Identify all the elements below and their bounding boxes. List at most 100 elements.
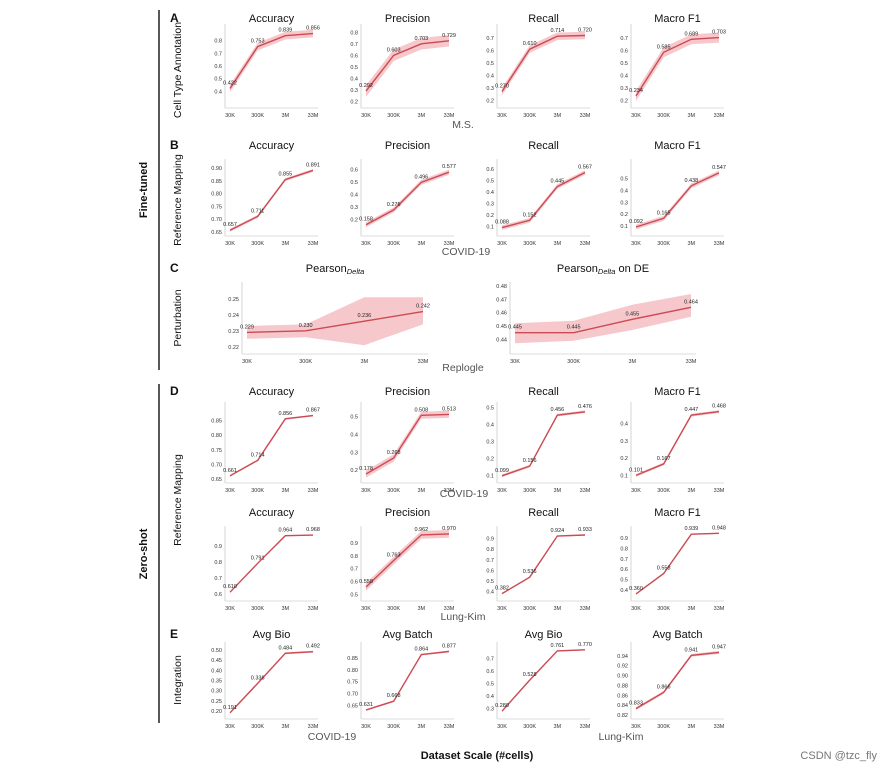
data-label: 0.866 — [657, 684, 671, 690]
x-tick-label: 30K — [497, 606, 507, 612]
y-tick-label: 0.1 — [620, 224, 628, 230]
y-tick-label: 0.45 — [496, 324, 507, 330]
row-label: Cell Type Annotation — [172, 22, 184, 118]
confidence-band — [366, 169, 449, 228]
confidence-band — [636, 650, 719, 711]
data-label: 0.631 — [359, 702, 373, 708]
data-label: 0.855 — [278, 172, 292, 178]
y-tick-label: 0.4 — [486, 190, 494, 196]
chart-title: Precision — [385, 386, 430, 398]
dataset-label: Replogle — [442, 362, 484, 374]
y-tick-label: 0.5 — [620, 61, 628, 67]
x-tick-label: 300K — [657, 724, 670, 730]
y-tick-label: 0.1 — [620, 474, 628, 480]
y-tick-label: 0.4 — [486, 590, 494, 596]
x-tick-label: 300K — [251, 488, 264, 494]
data-label: 0.856 — [278, 411, 292, 417]
x-tick-label: 300K — [657, 113, 670, 119]
x-tick-label: 30K — [631, 724, 641, 730]
data-label: 0.242 — [416, 304, 430, 310]
data-label: 0.714 — [550, 28, 564, 34]
y-tick-label: 0.6 — [350, 580, 358, 586]
y-tick-label: 0.4 — [486, 73, 494, 79]
series-line — [246, 310, 424, 334]
y-tick-label: 0.75 — [347, 680, 358, 686]
chart-panel-17: 0.4 0.5 0.6 0.7 0.8 0.9 30K 300K 3M 33M 0.360 0.558… — [620, 507, 726, 612]
x-tick-label: 3M — [554, 241, 562, 247]
x-tick-label: 33M — [444, 724, 455, 730]
y-tick-label: 0.6 — [214, 64, 222, 70]
data-label: 0.610 — [523, 41, 537, 47]
data-label: 0.729 — [442, 33, 456, 39]
y-tick-label: 0.6 — [486, 669, 494, 675]
x-tick-label: 300K — [387, 113, 400, 119]
y-tick-label: 0.5 — [486, 178, 494, 184]
x-tick-label: 30K — [225, 113, 235, 119]
data-label: 0.703 — [414, 36, 428, 42]
data-label: 0.964 — [278, 528, 292, 534]
data-label: 0.270 — [495, 84, 509, 90]
data-label: 0.577 — [442, 164, 456, 170]
x-tick-label: 30K — [242, 359, 252, 365]
y-tick-label: 0.25 — [211, 699, 222, 705]
y-tick-label: 0.2 — [486, 98, 494, 104]
x-tick-label: 3M — [282, 241, 290, 247]
x-tick-label: 30K — [497, 488, 507, 494]
chart-panel-16: 0.4 0.5 0.6 0.7 0.8 0.9 30K 300K 3M 33M 0.382 0.536… — [486, 507, 592, 612]
y-tick-label: 0.23 — [228, 329, 239, 335]
y-tick-label: 0.7 — [486, 36, 494, 42]
group-label-zero-shot: Zero-shot — [138, 528, 150, 579]
y-tick-label: 0.4 — [214, 89, 222, 95]
chart-panel-1: 0.2 0.3 0.4 0.5 0.6 0.7 0.8 30K 300K 3M 33M 0.292 0.… — [350, 13, 456, 119]
y-tick-label: 0.7 — [214, 576, 222, 582]
x-tick-label: 300K — [387, 724, 400, 730]
x-tick-label: 300K — [523, 606, 536, 612]
x-tick-label: 33M — [580, 241, 591, 247]
y-tick-label: 0.9 — [620, 536, 628, 542]
y-tick-label: 0.9 — [486, 537, 494, 543]
chart-title: PearsonDelta on DE — [557, 263, 649, 276]
y-tick-label: 0.5 — [350, 592, 358, 598]
y-tick-label: 0.50 — [211, 648, 222, 654]
y-tick-label: 0.70 — [211, 462, 222, 468]
data-label: 0.276 — [387, 202, 401, 208]
data-label: 0.941 — [684, 647, 698, 653]
panel-letter-e: E — [170, 627, 178, 641]
chart-title: Precision — [385, 140, 430, 152]
x-tick-label: 300K — [299, 359, 312, 365]
data-label: 0.791 — [251, 555, 265, 561]
confidence-band — [502, 31, 585, 96]
y-tick-label: 0.8 — [620, 547, 628, 553]
series-line — [635, 410, 720, 477]
dataset-label: COVID-19 — [308, 731, 357, 743]
data-label: 0.336 — [251, 675, 265, 681]
chart-title: Accuracy — [249, 507, 295, 519]
panel-letter-a: A — [170, 11, 179, 25]
y-tick-label: 0.4 — [620, 588, 628, 594]
x-tick-label: 3M — [688, 241, 696, 247]
y-tick-label: 0.65 — [347, 703, 358, 709]
x-tick-label: 300K — [251, 241, 264, 247]
x-tick-label: 300K — [251, 724, 264, 730]
data-label: 0.191 — [223, 705, 237, 711]
data-label: 0.455 — [625, 311, 639, 317]
data-label: 0.714 — [251, 452, 265, 458]
data-label: 0.492 — [306, 644, 320, 650]
y-tick-label: 0.4 — [620, 188, 628, 194]
y-tick-label: 0.8 — [350, 554, 358, 560]
chart-title: Macro F1 — [654, 507, 700, 519]
data-label: 0.484 — [278, 645, 292, 651]
x-tick-label: 33M — [444, 488, 455, 494]
x-tick-label: 30K — [361, 113, 371, 119]
y-tick-label: 0.3 — [486, 440, 494, 446]
chart-panel-20: 0.3 0.4 0.5 0.6 0.7 30K 300K 3M 33M 0.280 0.528 0.7… — [486, 629, 592, 730]
confidence-band — [366, 35, 449, 97]
y-tick-label: 0.82 — [617, 713, 628, 719]
data-label: 0.864 — [414, 647, 428, 653]
x-tick-label: 30K — [631, 488, 641, 494]
y-tick-label: 0.70 — [211, 217, 222, 223]
data-label: 0.445 — [508, 325, 522, 331]
y-tick-label: 0.1 — [486, 474, 494, 480]
data-label: 0.856 — [306, 26, 320, 32]
data-label: 0.536 — [523, 569, 537, 575]
